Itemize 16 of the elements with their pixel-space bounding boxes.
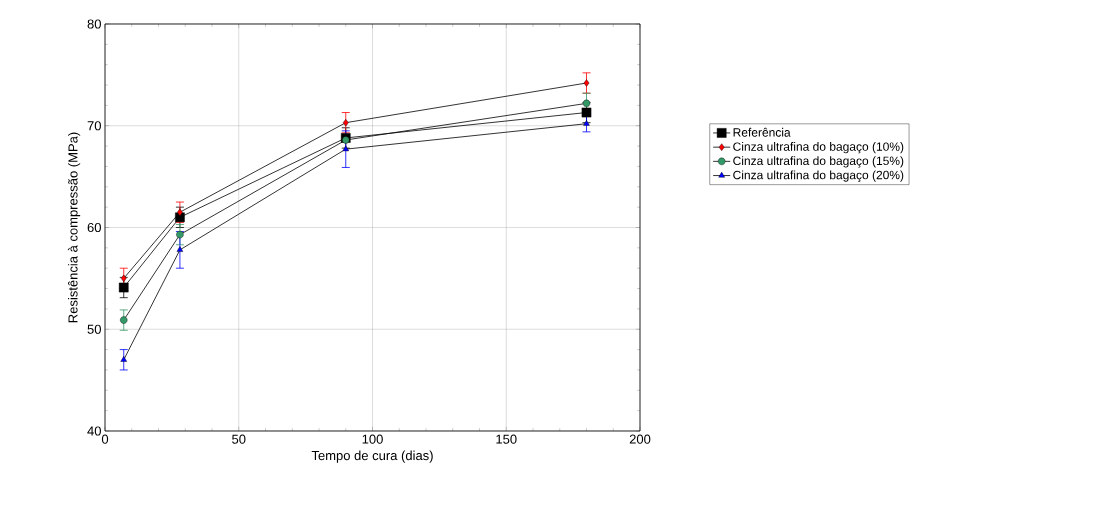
legend-label: Cinza ultrafina do bagaço (10%) [733,142,904,154]
x-tick-label: 50 [232,434,246,444]
legend-label: Cinza ultrafina do bagaço (15%) [733,156,904,168]
x-axis-title: Tempo de cura (dias) [311,450,433,463]
x-tick-label: 200 [629,434,651,444]
x-tick-label: 100 [362,434,383,444]
x-tick-label: 150 [496,434,517,444]
y-tick-label: 70 [87,121,101,131]
y-axis-title: Resistência à compressão (MPa) [67,132,81,323]
legend-label: Referência [733,127,791,137]
y-tick-label: 40 [87,426,101,436]
x-tick-label: 0 [101,434,109,444]
legend-label: Cinza ultrafina do bagaço (20%) [733,170,904,182]
y-tick-label: 80 [87,19,101,29]
y-tick-label: 50 [87,324,101,334]
y-tick-label: 60 [87,222,101,233]
